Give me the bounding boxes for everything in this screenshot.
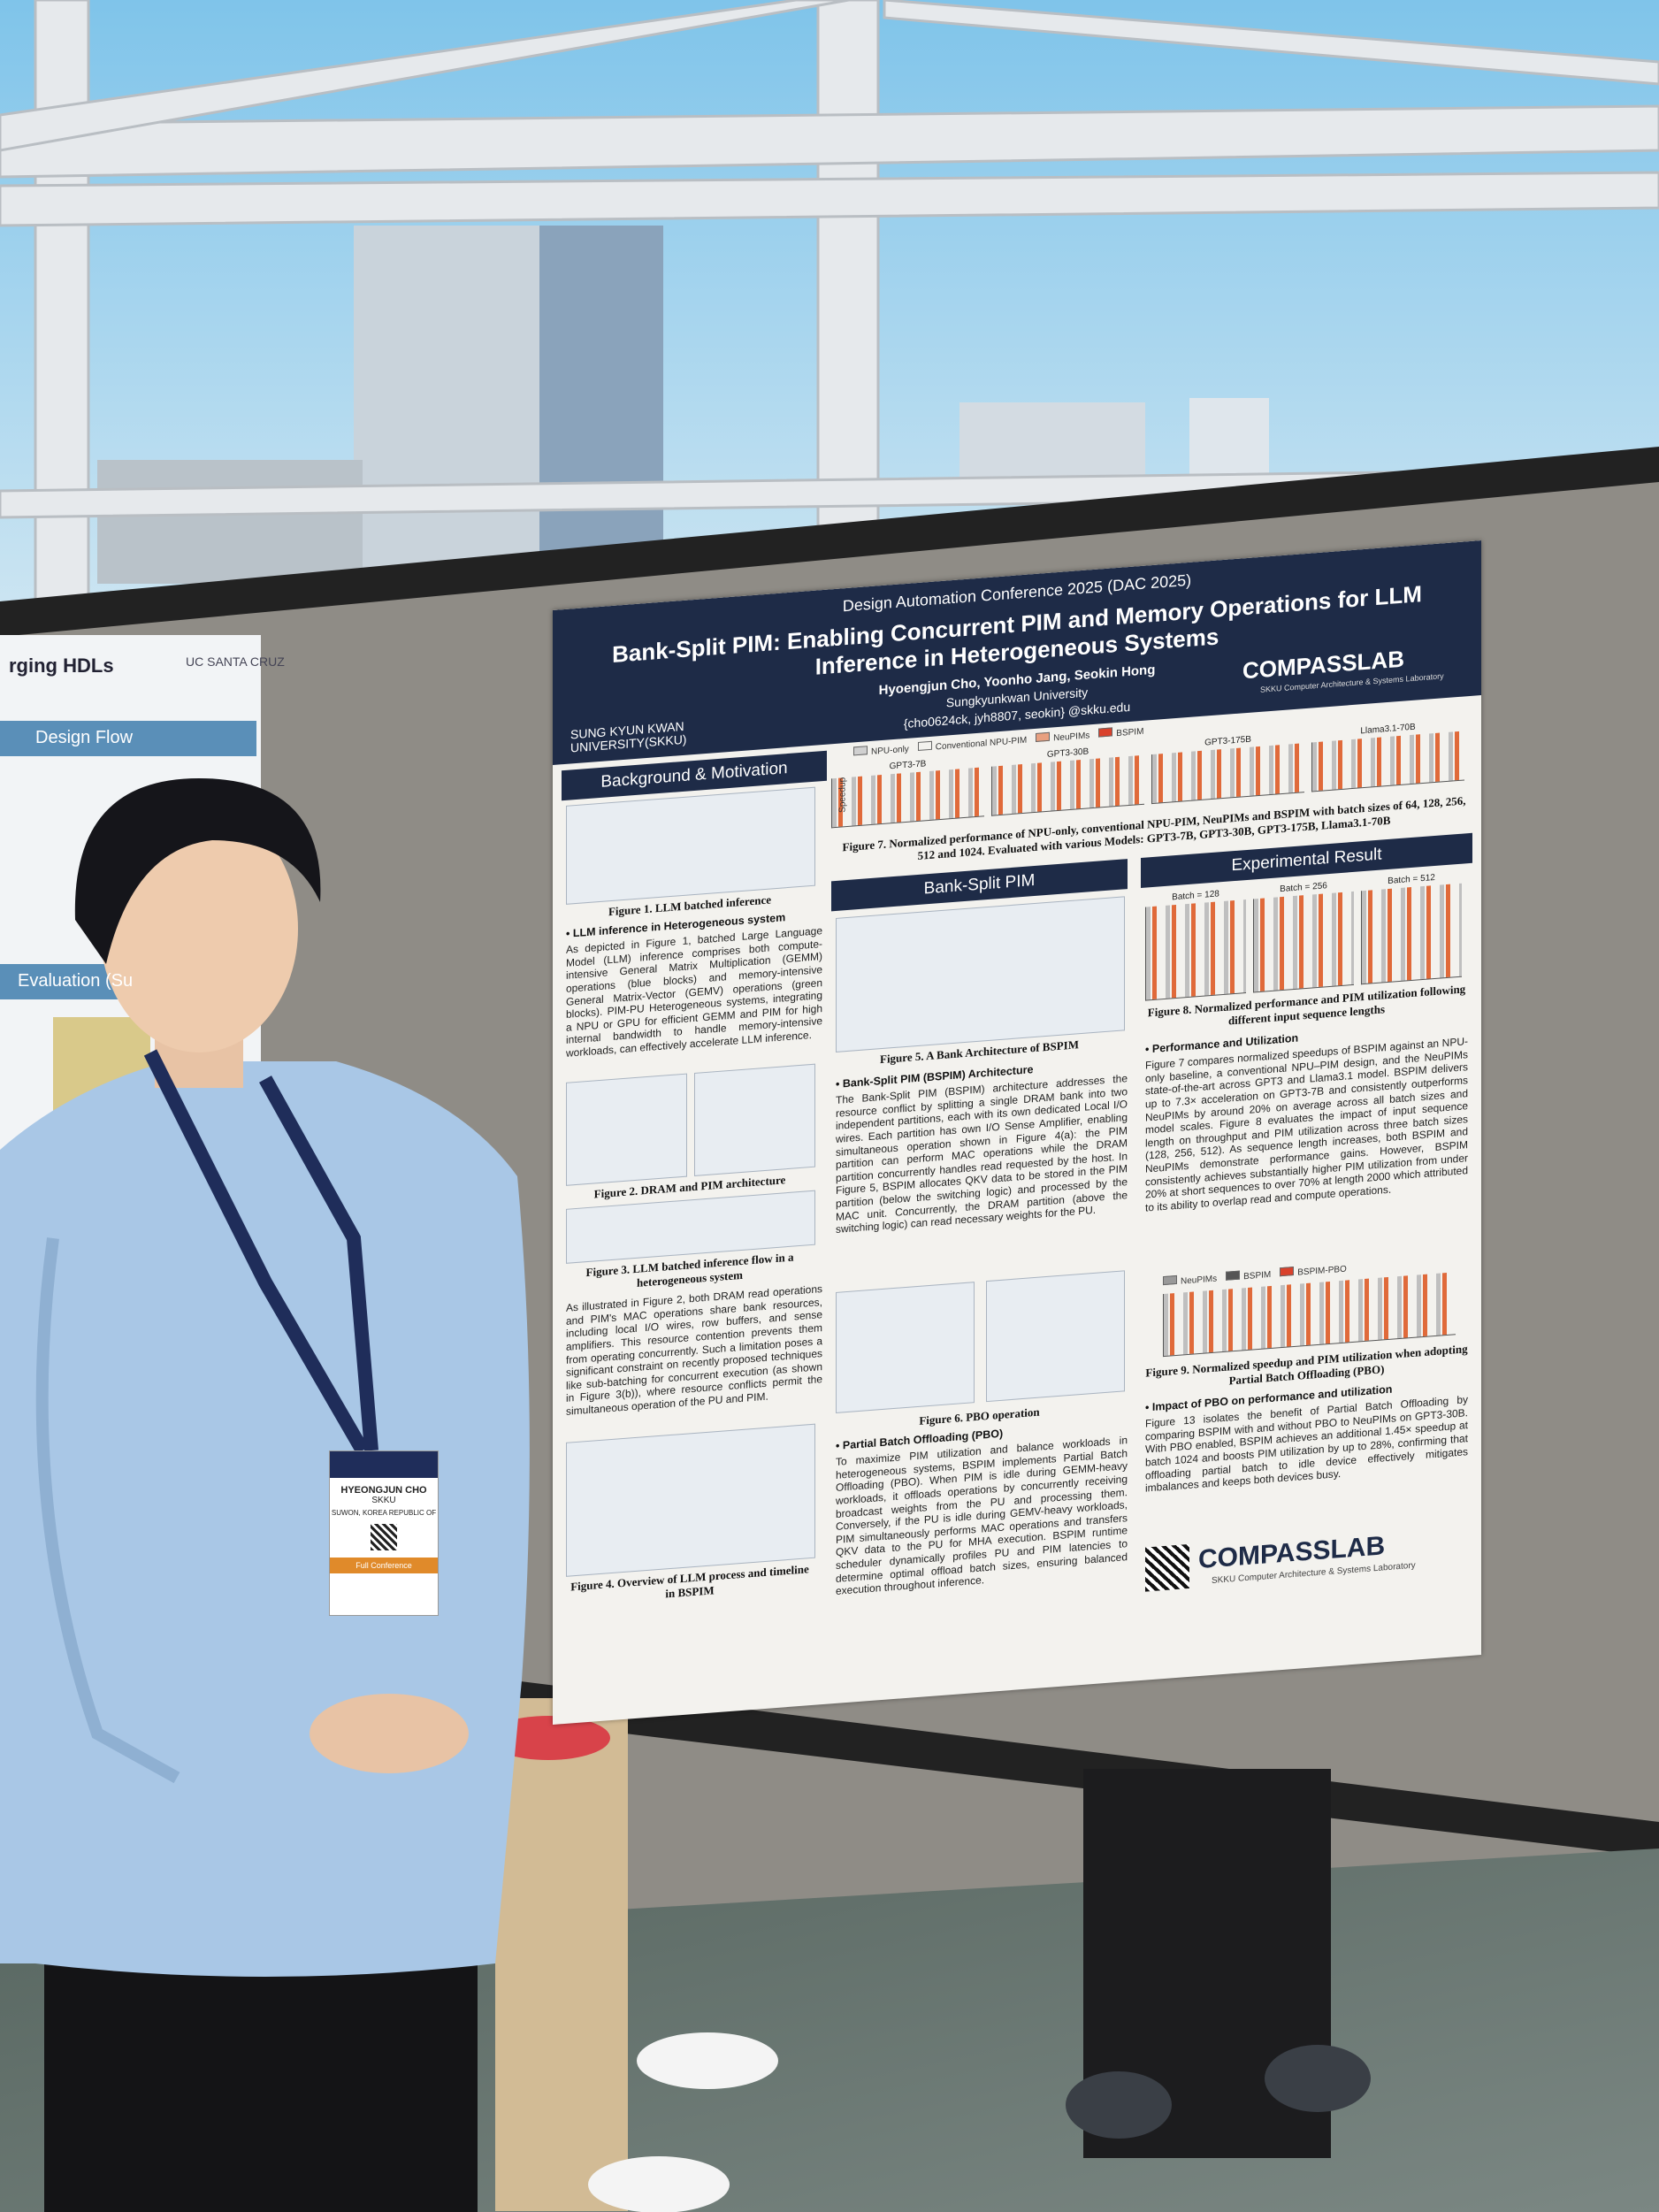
paragraph: To maximize PIM utilization and balance … — [836, 1434, 1128, 1598]
figure-4 — [566, 1423, 815, 1577]
legend-entry: Conventional NPU-PIM — [935, 735, 1028, 753]
legend-entry: BSPIM — [1243, 1269, 1272, 1282]
neighbor-section-bar — [0, 721, 256, 756]
badge-ribbon: Full Conference — [330, 1558, 438, 1573]
legend-swatch — [1163, 1274, 1177, 1286]
badge-header — [330, 1451, 438, 1478]
legend-swatch — [917, 740, 932, 751]
neighbor-title: rging HDLs — [9, 654, 114, 677]
chart-panel: GPT3-30B — [991, 743, 1144, 816]
panel-plot — [1253, 891, 1354, 993]
person-hair — [74, 778, 321, 964]
chart-panel: Batch = 128 — [1145, 887, 1246, 1001]
legend-entry: NeuPIMs — [1181, 1274, 1218, 1287]
legend-entry: NPU-only — [871, 744, 909, 757]
paragraph: As illustrated in Figure 2, both DRAM re… — [566, 1282, 822, 1418]
person-hands — [310, 1694, 469, 1773]
paragraph: The Bank-Split PIM (BSPIM) architecture … — [836, 1072, 1128, 1236]
panel-plot — [991, 754, 1144, 816]
chart-panel: Batch = 512 — [1361, 871, 1462, 985]
figure-1 — [566, 786, 815, 905]
shoe — [1265, 2045, 1371, 2112]
person-shirt — [0, 1061, 530, 1977]
legend-swatch — [1036, 731, 1051, 742]
poster: Design Automation Conference 2025 (DAC 2… — [553, 540, 1481, 1726]
shoe — [1066, 2071, 1172, 2139]
name-badge: HYEONGJUN CHO SKKU SUWON, KOREA REPUBLIC… — [329, 1450, 439, 1616]
figure-5 — [836, 896, 1125, 1052]
chart-panel: GPT3-175B — [1151, 731, 1304, 805]
window-frame — [0, 0, 1659, 603]
neighbor-university: UC SANTA CRUZ — [186, 654, 285, 669]
chart-panel: Batch = 256 — [1253, 879, 1354, 993]
chart-panel: GPT3-7B — [831, 754, 984, 829]
panel-plot — [1145, 899, 1246, 1001]
board-frame — [478, 1676, 1659, 1857]
panel-plot — [1361, 883, 1462, 985]
building — [97, 460, 363, 584]
board-frame — [0, 447, 1659, 637]
neighbor-section: Evaluation (Su — [18, 971, 134, 991]
y-axis-label: Speedup — [837, 777, 848, 814]
panel-plot — [831, 767, 984, 829]
legend-swatch — [853, 746, 868, 756]
badge-org: SKKU — [371, 1496, 396, 1505]
legend-entry: BSPIM — [1116, 726, 1144, 739]
panel-plot — [1151, 743, 1304, 805]
paragraph: Figure 13 isolates the benefit of Partia… — [1145, 1393, 1468, 1495]
chart-panel: Llama3.1-70B — [1311, 718, 1464, 792]
paragraph: Figure 7 compares normalized speedups of… — [1145, 1035, 1468, 1214]
legend-entry: NeuPIMs — [1053, 731, 1090, 744]
shoe — [588, 2156, 730, 2212]
figure-2b — [694, 1063, 815, 1176]
legend-swatch — [1226, 1270, 1241, 1281]
building-shadow — [539, 226, 663, 570]
shirt-fold — [35, 1237, 180, 1784]
legend-swatch — [1098, 727, 1113, 738]
passerby-legs — [495, 1698, 628, 2211]
badge-qr — [371, 1524, 397, 1550]
neighbor-section: Design Flow — [35, 728, 134, 747]
qr-code — [1145, 1543, 1189, 1592]
figure-2a — [566, 1073, 687, 1186]
legend-entry: BSPIM-PBO — [1297, 1264, 1347, 1278]
building — [959, 402, 1145, 482]
badge-location: SUWON, KOREA REPUBLIC OF — [331, 1509, 437, 1517]
figure-9 — [1163, 1272, 1456, 1358]
paragraph: As depicted in Figure 1, batched Large L… — [566, 924, 822, 1060]
legend-swatch — [1280, 1266, 1295, 1277]
figure-6b — [986, 1270, 1125, 1403]
shoe — [637, 2032, 778, 2089]
figure-8: Batch = 128 Batch = 256 Batch = 512 — [1145, 870, 1468, 1001]
badge-name: HYEONGJUN CHO — [340, 1485, 427, 1496]
figure-6a — [836, 1282, 975, 1413]
building — [1189, 398, 1269, 482]
lanyard — [143, 1049, 378, 1455]
panel-plot — [1311, 731, 1464, 792]
